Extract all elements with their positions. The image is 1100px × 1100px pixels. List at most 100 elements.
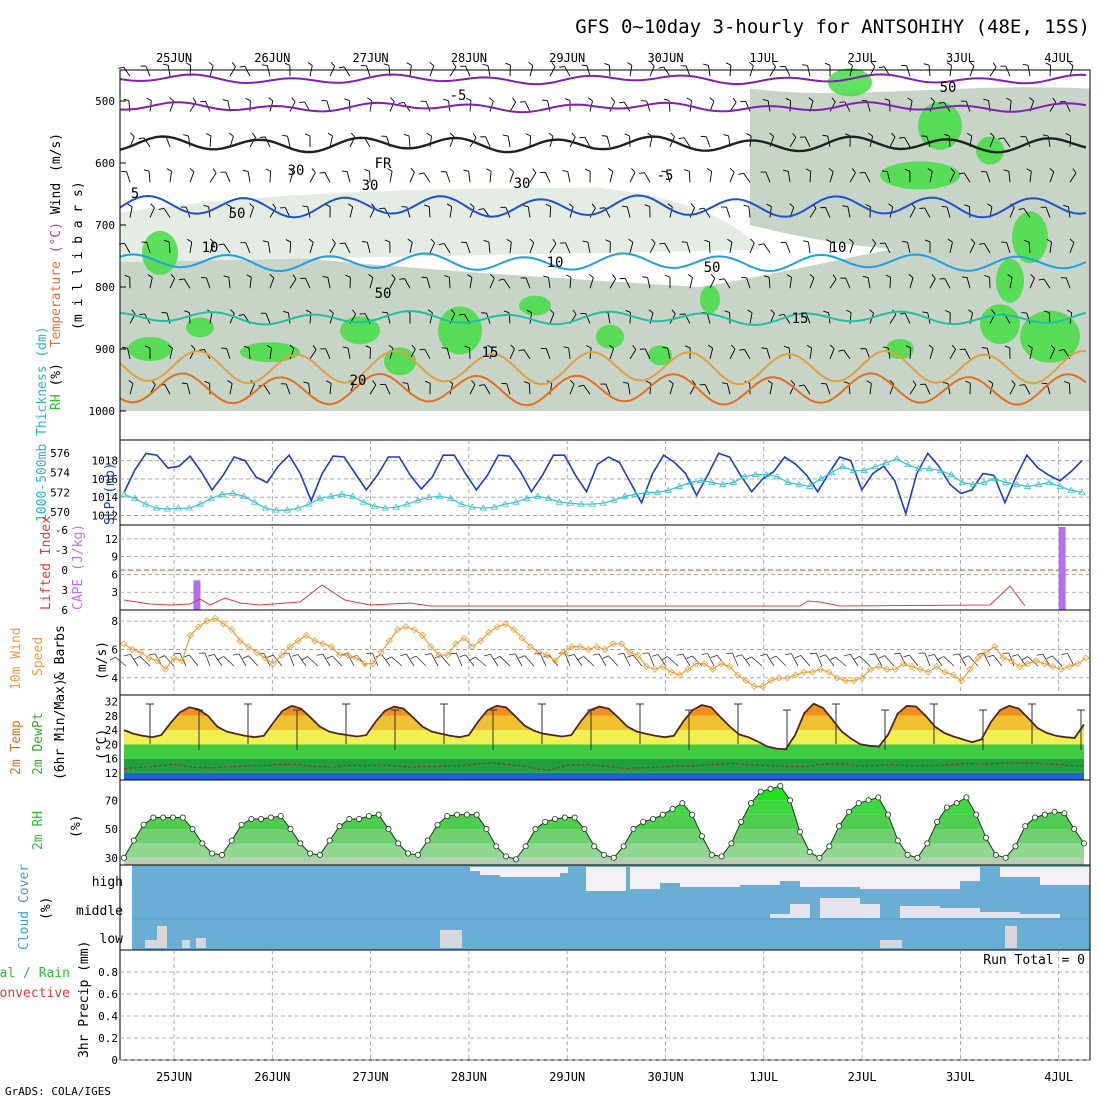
bottom-date-label-6: 1JUL xyxy=(749,1070,778,1084)
ylabel-cape: CAPE (J/kg) xyxy=(71,524,86,610)
thickness-point xyxy=(588,500,596,507)
upper-wind-barb xyxy=(1026,168,1032,183)
surface-wind-barb xyxy=(701,653,715,667)
thickness-point xyxy=(708,478,716,485)
upper-wind-barb xyxy=(848,238,854,254)
upper-wind-barb xyxy=(563,346,571,359)
upper-wind-barb xyxy=(978,243,991,254)
thickness-point xyxy=(795,480,803,487)
upper-wind-barb xyxy=(506,238,512,253)
upper-wind-barb xyxy=(659,242,671,254)
bottom-date-label-0: 25JUN xyxy=(156,1070,192,1084)
panel-upper-air: 500 600 700 800 900 1000 -5 FR -5 5 10 10 10 15 15 20 5… xyxy=(49,61,1091,441)
surface-wind-barb xyxy=(578,656,595,667)
upper-wind-barb xyxy=(885,274,892,289)
cloud-level-low: low xyxy=(100,932,124,947)
thickness-point xyxy=(827,468,836,476)
upper-wind-barb xyxy=(409,167,415,183)
wind-speed-point xyxy=(692,660,700,668)
wind-speed-point xyxy=(982,648,991,656)
upper-wind-barb xyxy=(865,203,871,218)
rh2m-point xyxy=(816,854,823,861)
thickness-point xyxy=(610,496,618,503)
temp-tick-24: 24 xyxy=(105,724,119,737)
upper-wind-barb xyxy=(869,238,877,254)
rh2m-point xyxy=(581,826,588,833)
thickness-point xyxy=(653,488,662,495)
rh2m-point xyxy=(738,818,745,825)
surface-wind-barb xyxy=(938,656,955,667)
cloud-mid-0 xyxy=(770,914,800,918)
thickness-point xyxy=(893,455,901,462)
thickness-point xyxy=(555,498,564,505)
svg-text:RH (%) Tempera: RH (%) Temperature (°C) Wind (m/s) xyxy=(49,133,64,410)
wind-speed-point xyxy=(402,623,410,631)
rh2m-point xyxy=(885,811,892,818)
thickness-point xyxy=(240,492,248,499)
contour-label-4: 10 xyxy=(202,240,219,256)
surface-wind-barb xyxy=(745,656,763,667)
upper-wind-barb xyxy=(1001,241,1011,254)
wind-speed-point xyxy=(1082,654,1090,662)
upper-wind-barb xyxy=(945,310,951,324)
wind-speed-point xyxy=(203,617,211,625)
wind-speed-point xyxy=(477,637,485,645)
wind-speed-point xyxy=(817,665,825,673)
rh2m-point xyxy=(287,826,294,833)
rh-green-blob-1 xyxy=(186,317,214,338)
upper-wind-barb xyxy=(1021,312,1031,324)
cloud-mid-7 xyxy=(1020,914,1060,918)
cloud-low-4 xyxy=(440,930,462,948)
upper-wind-barb xyxy=(609,344,615,360)
wind-speed-point xyxy=(941,668,949,676)
contour-5 xyxy=(119,194,1087,219)
upper-wind-barb xyxy=(329,61,336,77)
cloud-low-6 xyxy=(1005,926,1017,948)
ylabel-wind10m: 10m Wind xyxy=(9,627,24,690)
contour-10 xyxy=(119,252,1087,273)
ylabel-cloud: Cloud Cover xyxy=(17,864,32,950)
thickness-point xyxy=(806,482,814,489)
upper-wind-barb xyxy=(242,169,251,183)
upper-wind-barb xyxy=(699,384,711,395)
upper-wind-barb xyxy=(847,62,853,77)
rh2m-point xyxy=(1022,823,1029,830)
cape-tick-12: 12 xyxy=(105,533,118,546)
upper-wind-barb xyxy=(488,97,494,112)
ylabel-millibars: (m i l l i b a r s) xyxy=(71,181,86,330)
wind-speed-point xyxy=(178,657,186,665)
rh2m-point xyxy=(512,856,519,863)
surface-wind-barb xyxy=(326,655,343,667)
contour-label-8: 15 xyxy=(482,345,499,361)
surface-wind-barb xyxy=(592,653,607,667)
upper-wind-barb xyxy=(418,172,431,183)
rh2m-point xyxy=(405,850,412,857)
wind-speed-point xyxy=(551,657,559,665)
wind-speed-point xyxy=(385,637,393,645)
upper-wind-barb xyxy=(388,344,394,360)
thickness-point xyxy=(163,505,172,512)
top-date-label-8: 3JUL xyxy=(946,51,975,65)
rh2m-point xyxy=(787,797,794,804)
upper-wind-barb xyxy=(167,344,173,360)
wind-speed-point xyxy=(219,620,228,628)
wind-speed-point xyxy=(286,643,294,651)
upper-wind-barb xyxy=(509,97,517,112)
contour-label-15: 30 xyxy=(514,176,531,192)
upper-wind-barb xyxy=(239,65,251,77)
top-date-label-0: 25JUN xyxy=(156,51,192,65)
upper-wind-barb xyxy=(582,240,591,253)
upper-wind-barb xyxy=(1064,381,1071,395)
wind-speed-point xyxy=(626,648,634,656)
contour-label-7: 15 xyxy=(792,311,809,327)
upper-wind-barb xyxy=(269,273,275,289)
thickness-point xyxy=(784,478,792,485)
upper-wind-barb xyxy=(403,133,411,147)
thickness-point xyxy=(697,476,705,483)
wind-speed-point xyxy=(170,654,178,662)
rh2m-point xyxy=(767,785,774,792)
thickness-point xyxy=(250,498,259,505)
upper-wind-barb xyxy=(899,136,911,148)
upper-wind-barb xyxy=(269,203,277,218)
upper-wind-barb xyxy=(829,344,835,360)
